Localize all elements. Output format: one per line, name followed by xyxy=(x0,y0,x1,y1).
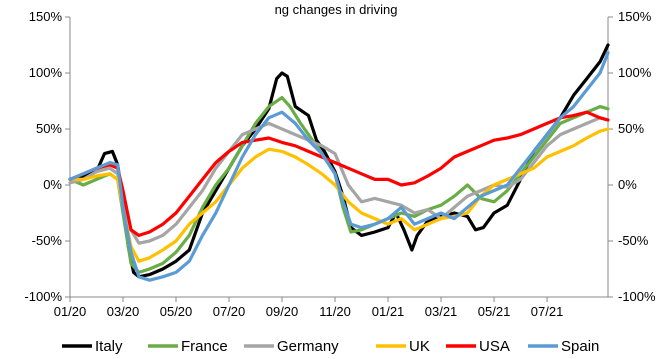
legend-label-germany: Germany xyxy=(277,338,339,355)
x-tick-label: 03/20 xyxy=(107,304,140,319)
chart-title: ng changes in driving xyxy=(275,2,398,17)
y-tick-label-left: 50% xyxy=(36,121,62,136)
y-tick-label-right: 50% xyxy=(618,121,644,136)
y-tick-label-right: 0% xyxy=(618,177,637,192)
series-line-uk xyxy=(68,127,610,263)
x-tick-label: 07/21 xyxy=(531,304,564,319)
x-tick-label: 11/20 xyxy=(319,304,351,319)
x-tick-label: 09/20 xyxy=(266,304,299,319)
x-tick-label: 01/20 xyxy=(54,304,87,319)
x-tick-label: 05/21 xyxy=(478,304,511,319)
y-tick-label-right: 150% xyxy=(618,9,652,24)
y-tick-label-right: -50% xyxy=(618,233,649,248)
y-tick-label-left: 150% xyxy=(29,9,63,24)
x-tick-label: 05/20 xyxy=(160,304,193,319)
y-tick-label-left: -100% xyxy=(24,289,62,304)
axes: -100% -100% -50% -50% 0% 0% 50% 50% 100% 100% 150%… xyxy=(24,9,656,319)
legend-label-usa: USA xyxy=(479,338,510,355)
series-line-germany xyxy=(68,116,610,245)
legend-label-uk: UK xyxy=(409,338,430,355)
series-line-usa xyxy=(68,110,610,237)
series-group xyxy=(68,43,610,282)
x-tick-label: 07/20 xyxy=(213,304,246,319)
legend-label-france: France xyxy=(181,338,228,355)
y-tick-label-left: -50% xyxy=(32,233,63,248)
legend: Italy France Germany UK USA Spain xyxy=(62,338,599,355)
x-tick-label: 03/21 xyxy=(425,304,458,319)
y-tick-label-left: 0% xyxy=(43,177,62,192)
y-tick-label-right: -100% xyxy=(618,289,656,304)
legend-label-italy: Italy xyxy=(95,338,123,355)
x-tick-label: 01/21 xyxy=(372,304,405,319)
y-tick-label-right: 100% xyxy=(618,65,652,80)
series-line-spain xyxy=(68,51,610,282)
legend-label-spain: Spain xyxy=(561,338,599,355)
y-tick-label-left: 100% xyxy=(29,65,63,80)
